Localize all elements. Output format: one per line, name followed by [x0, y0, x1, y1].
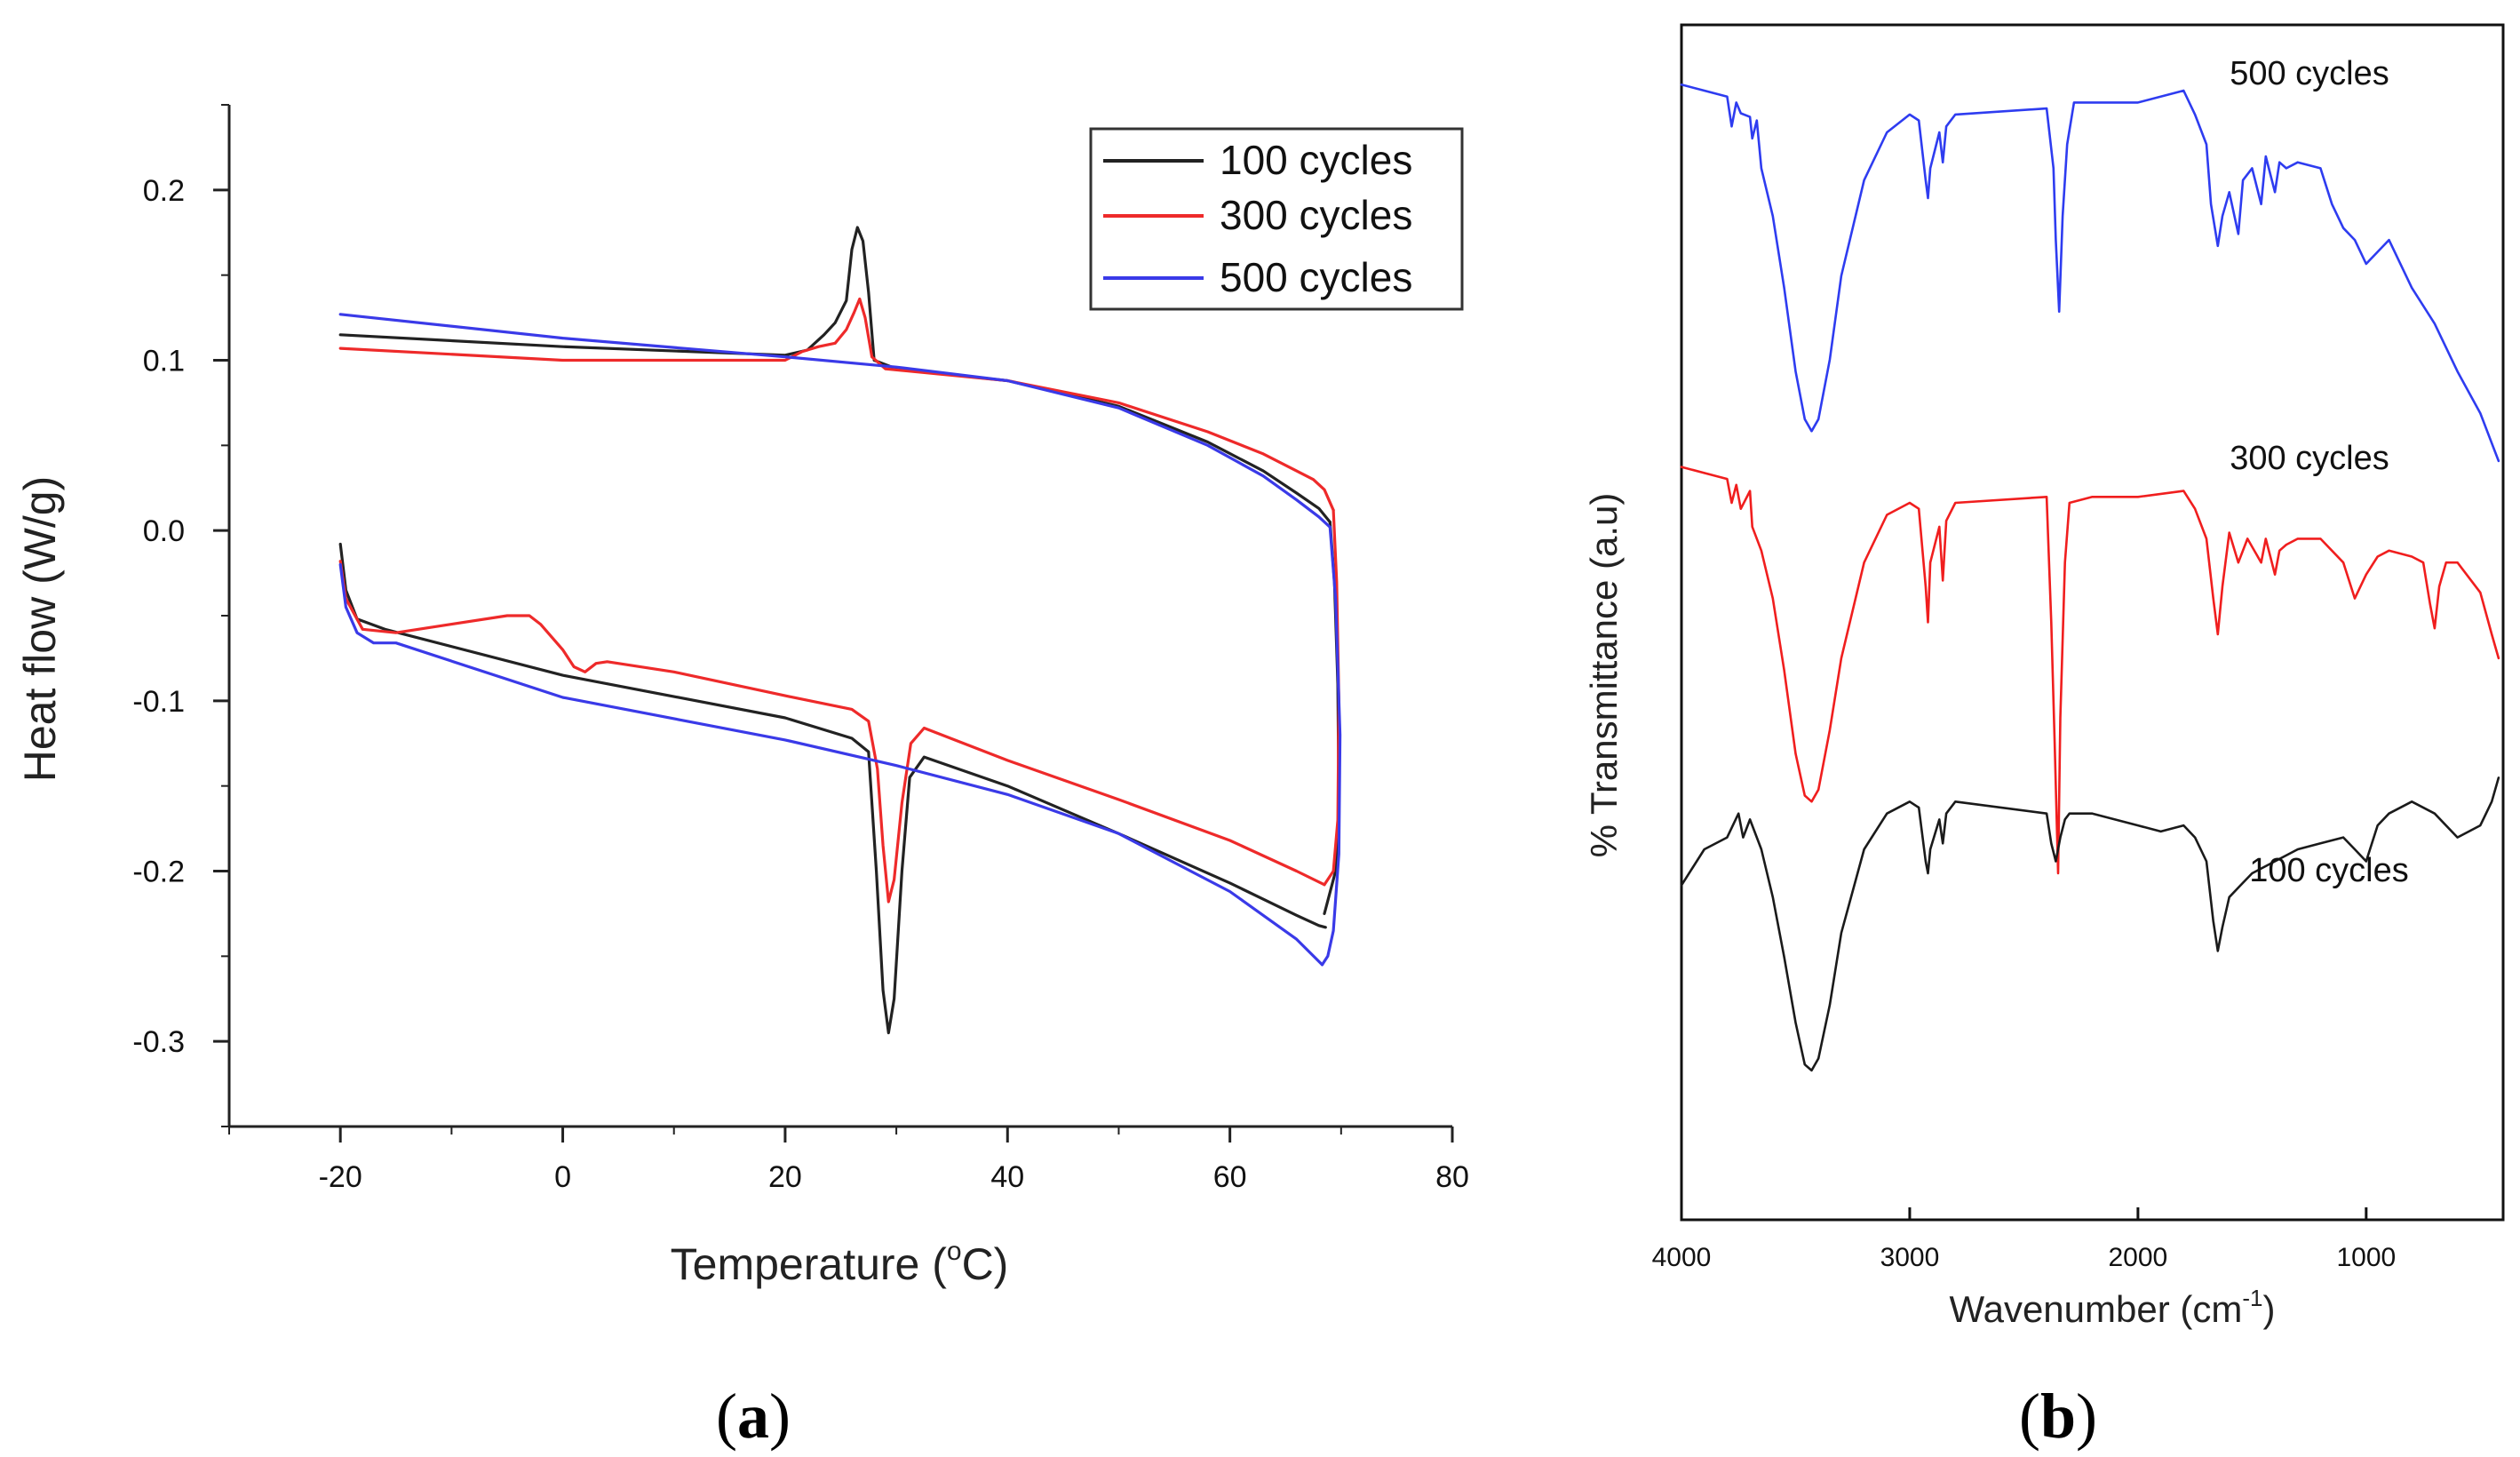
panel-a-y-tick-label: -0.2: [132, 856, 185, 889]
series-100-cycles-cooling: [338, 226, 1332, 524]
legend-label-500: 500 cycles: [1220, 254, 1412, 300]
panel-b-x-tick-label: 1000: [2336, 1243, 2396, 1272]
panel-a-series: [338, 226, 1342, 1035]
panel-b-x-tick-label: 3000: [1880, 1243, 1940, 1272]
panel-a-x-tick-label: -20: [319, 1160, 362, 1194]
series-500-cycles-return: [1320, 525, 1342, 967]
panel-a-y-ticks: -0.3 -0.2 -0.1 0.0 0.1 0.2: [132, 104, 229, 1127]
panel-b-ftir-chart: 4000 3000 2000 1000 500 cycles 300 cycles 1…: [1583, 23, 2505, 1452]
panel-a-x-axis-title: Temperature (oC): [671, 1237, 1009, 1289]
panel-a-y-tick-label: 0.2: [143, 174, 185, 208]
panel-a-y-tick-label: -0.1: [132, 685, 185, 719]
panel-a-legend: 100 cycles 300 cycles 500 cycles: [1089, 127, 1464, 311]
panel-a-y-axis-title: Heat flow (W/g): [15, 476, 65, 783]
panel-a-x-tick-label: 80: [1435, 1160, 1469, 1194]
panel-b-series: [1680, 84, 2500, 1072]
panel-a-x-tick-label: 40: [990, 1160, 1024, 1194]
panel-b-label: (b): [2019, 1381, 2097, 1452]
ftir-series-500-cycles: [1680, 84, 2500, 463]
panel-a-x-tick-label: 0: [554, 1160, 571, 1194]
legend-label-300: 300 cycles: [1220, 192, 1412, 238]
panel-b-x-axis-title: Wavenumber (cm-1): [1950, 1285, 2276, 1330]
panel-b-plot-frame: [1680, 23, 2505, 1222]
panel-a-y-tick-label: 0.1: [143, 345, 185, 378]
series-300-cycles-heating: [338, 560, 1326, 904]
ftir-series-300-cycles: [1680, 466, 2500, 875]
panel-a-y-tick-label: 0.0: [143, 514, 185, 548]
ftir-series-100-cycles: [1680, 776, 2500, 1072]
curve-label-300: 300 cycles: [2230, 440, 2389, 477]
panel-b-y-axis-title: % Transmittance (a.u): [1583, 493, 1625, 858]
series-500-cycles-cooling: [338, 313, 1332, 529]
panel-a-x-tick-label: 20: [768, 1160, 802, 1194]
series-300-cycles-return: [1323, 508, 1340, 887]
curve-label-500: 500 cycles: [2230, 55, 2389, 92]
series-500-cycles-heating: [338, 562, 1324, 967]
legend-label-100: 100 cycles: [1220, 137, 1412, 183]
series-300-cycles-cooling: [338, 297, 1335, 512]
curve-label-100: 100 cycles: [2249, 852, 2409, 889]
series-100-cycles-heating: [338, 542, 1327, 1035]
panel-a-label: (a): [716, 1381, 791, 1452]
panel-b-x-tick-label: 2000: [2109, 1243, 2168, 1272]
panel-b-x-ticks: 4000 3000 2000 1000: [1652, 1207, 2396, 1272]
panel-a-dsc-chart: -20 0 20 40 60 80 -0.3 -0.2 -0.1 0.0 0.1 0.2 100 c…: [15, 104, 1469, 1452]
panel-a-x-ticks: -20 0 20 40 60 80: [228, 1127, 1469, 1194]
panel-a-x-tick-label: 60: [1213, 1160, 1247, 1194]
panel-b-x-tick-label: 4000: [1652, 1243, 1712, 1272]
panel-a-y-tick-label: -0.3: [132, 1025, 185, 1059]
